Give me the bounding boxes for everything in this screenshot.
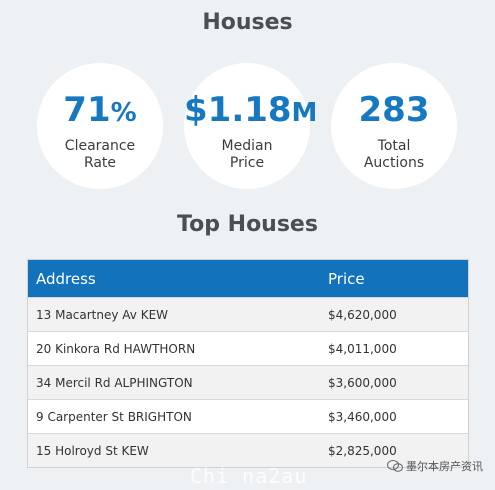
table-row: 13 Macartney Av KEW $4,620,000 [28, 297, 468, 331]
section-title: Top Houses [177, 212, 318, 237]
wechat-icon [387, 460, 403, 472]
brand-watermark: 墨尔本房产资讯 [387, 458, 483, 474]
address-cell: 20 Kinkora Rd HAWTHORN [36, 342, 196, 356]
table-row: 34 Mercil Rd ALPHINGTON $3,600,000 [28, 365, 468, 399]
stat-value: $1.18M [184, 90, 318, 130]
table-row: 20 Kinkora Rd HAWTHORN $4,011,000 [28, 331, 468, 365]
table-row: 9 Carpenter St BRIGHTON $3,460,000 [28, 399, 468, 433]
stat-label: Total Auctions [363, 138, 425, 171]
column-header-price: Price [328, 270, 365, 288]
median-price-stat: $1.18M Median Price [184, 63, 318, 189]
price-cell: $4,011,000 [328, 342, 397, 356]
brand-label: 墨尔本房产资讯 [406, 460, 483, 473]
table-header: Address Price [28, 260, 468, 297]
table-row: 15 Holroyd St KEW $2,825,000 [28, 433, 468, 467]
address-cell: 13 Macartney Av KEW [36, 308, 169, 322]
address-cell: 9 Carpenter St BRIGHTON [36, 410, 192, 424]
total-auctions-stat: 283 Total Auctions [331, 63, 457, 189]
stat-label: Clearance Rate [64, 138, 136, 171]
address-cell: 15 Holroyd St KEW [36, 444, 149, 458]
page-title: Houses [202, 10, 293, 35]
column-header-address: Address [36, 270, 96, 288]
price-cell: $3,460,000 [328, 410, 397, 424]
top-houses-table: Address Price 13 Macartney Av KEW $4,620… [27, 259, 469, 468]
price-cell: $4,620,000 [328, 308, 397, 322]
address-cell: 34 Mercil Rd ALPHINGTON [36, 376, 193, 390]
price-cell: $3,600,000 [328, 376, 397, 390]
stat-value: 283 [358, 90, 430, 130]
watermark-text: Chi na2au [190, 464, 308, 488]
table-body: 13 Macartney Av KEW $4,620,000 20 Kinkor… [28, 297, 468, 467]
price-cell: $2,825,000 [328, 444, 397, 458]
clearance-rate-stat: 71% Clearance Rate [37, 63, 163, 189]
stat-label: Median Price [221, 138, 273, 171]
stat-value: 71% [63, 90, 137, 130]
